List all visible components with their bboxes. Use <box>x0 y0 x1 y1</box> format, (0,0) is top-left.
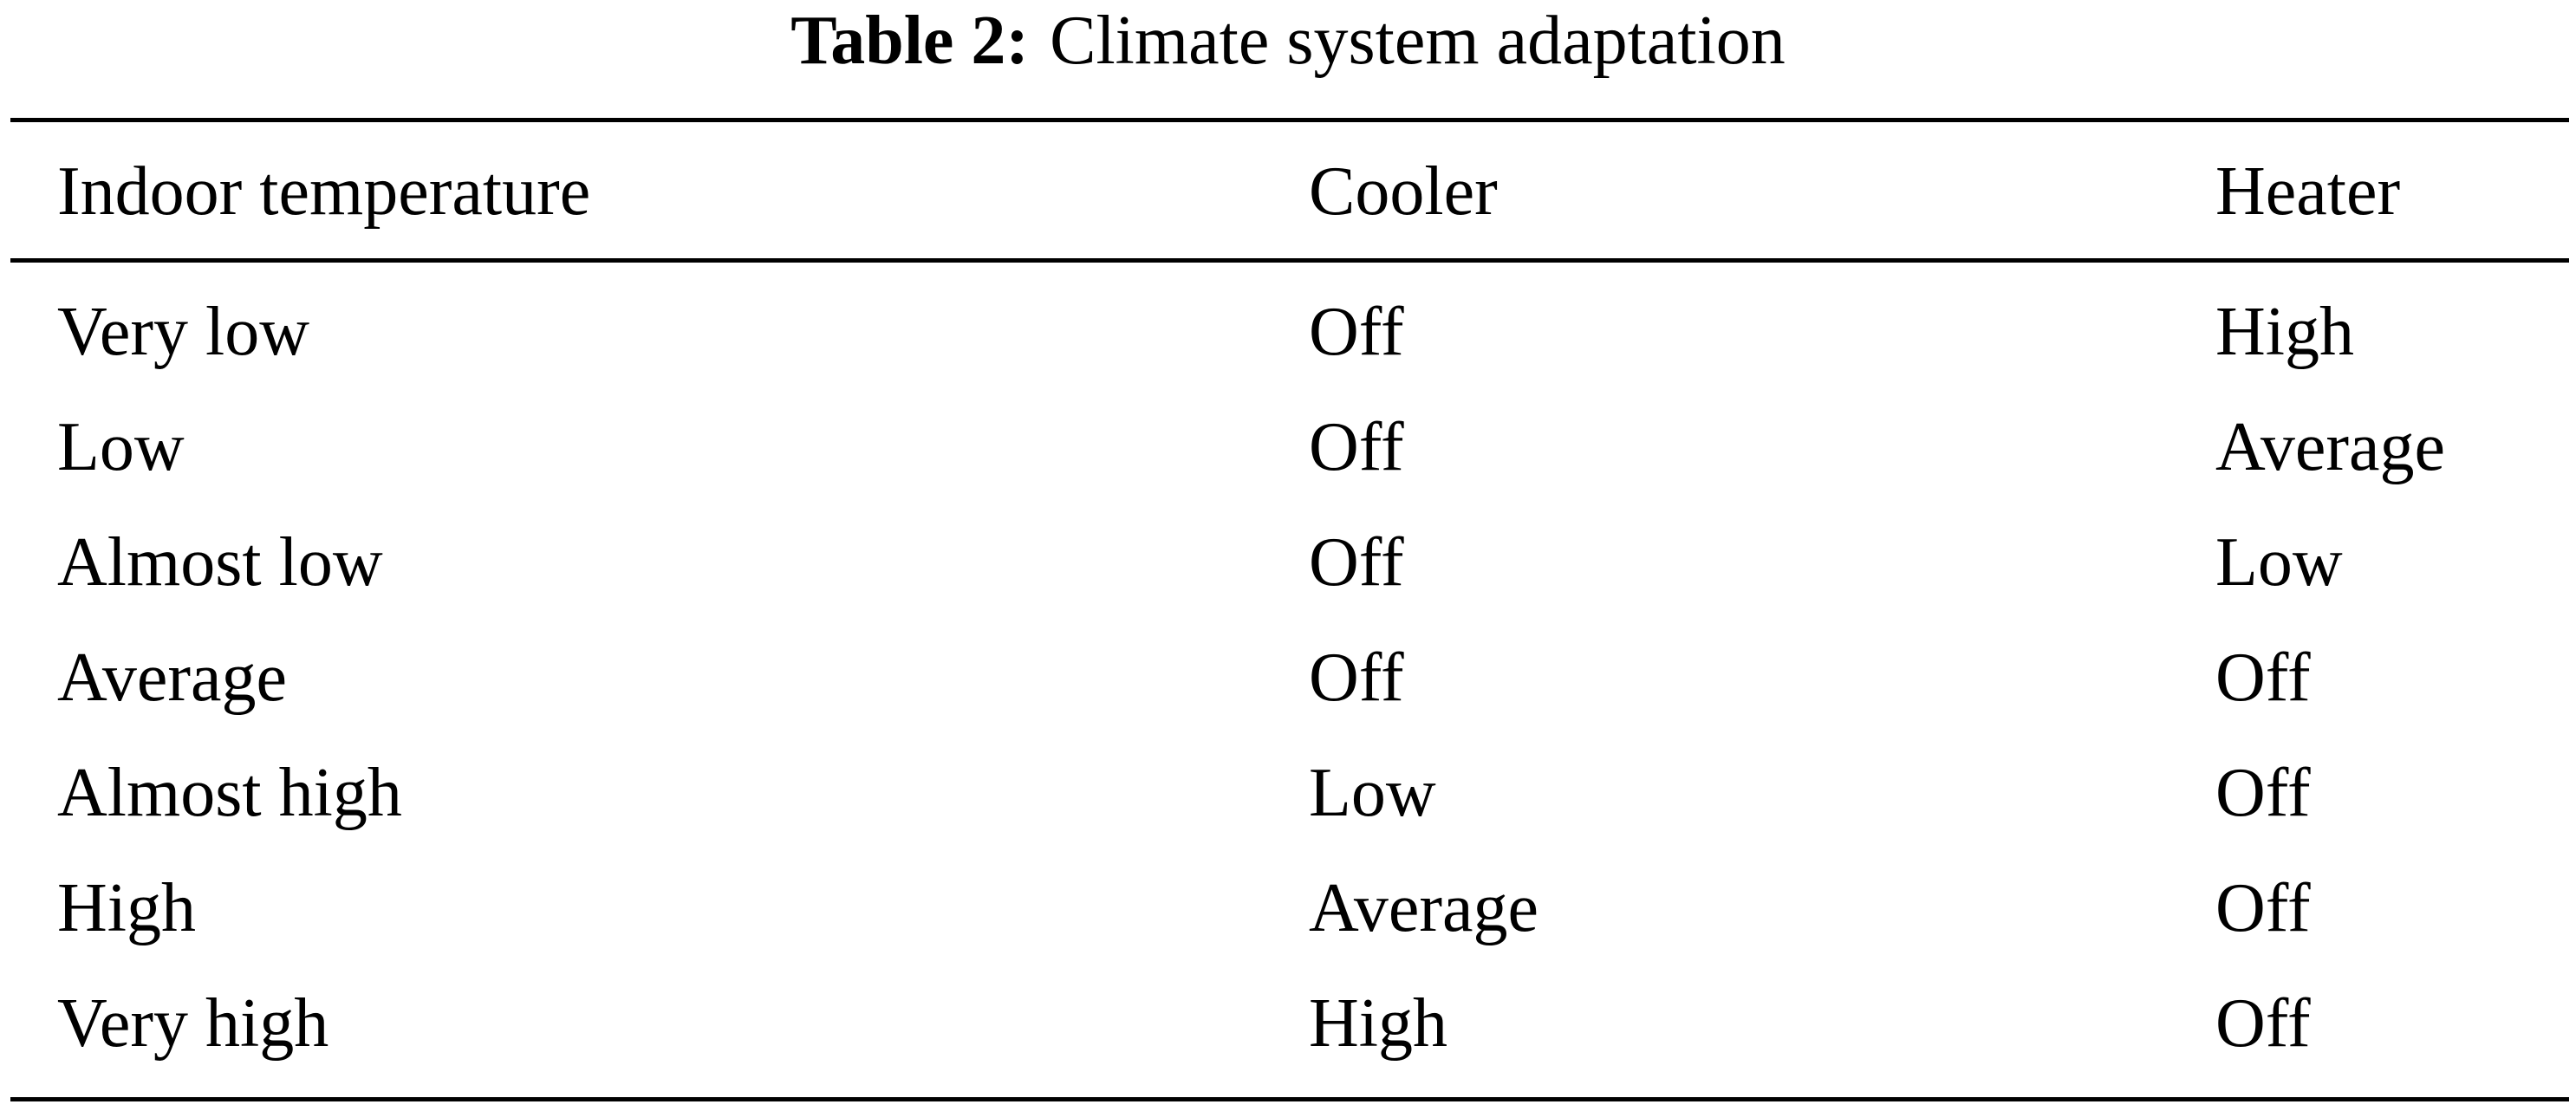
cell-heater: Off <box>2215 870 2311 946</box>
cell-indoor-temperature: Almost low <box>57 524 383 601</box>
cell-cooler: Off <box>1309 294 1404 370</box>
cell-indoor-temperature: Low <box>57 409 185 485</box>
table-caption: Table 2: Climate system adaptation <box>0 0 2576 80</box>
cell-indoor-temperature: Very high <box>57 985 329 1062</box>
cell-heater: Off <box>2215 640 2311 716</box>
cell-cooler: High <box>1309 985 1447 1062</box>
cell-cooler: Off <box>1309 640 1404 716</box>
cell-indoor-temperature: Almost high <box>57 755 402 831</box>
cell-heater: Low <box>2215 524 2343 601</box>
column-header-indoor-temperature: Indoor temperature <box>57 153 591 230</box>
header-rule <box>10 258 2569 263</box>
cell-cooler: Average <box>1309 870 1538 946</box>
cell-heater: High <box>2215 294 2354 370</box>
column-header-cooler: Cooler <box>1309 153 1498 230</box>
cell-indoor-temperature: High <box>57 870 196 946</box>
cell-indoor-temperature: Average <box>57 640 287 716</box>
table-label: Table 2: <box>790 3 1030 79</box>
cell-cooler: Off <box>1309 409 1404 485</box>
table-title: Climate system adaptation <box>1050 3 1786 79</box>
cell-indoor-temperature: Very low <box>57 294 310 370</box>
column-header-heater: Heater <box>2215 153 2401 230</box>
top-rule <box>10 118 2569 122</box>
bottom-rule <box>10 1097 2569 1101</box>
cell-heater: Average <box>2215 409 2445 485</box>
cell-heater: Off <box>2215 985 2311 1062</box>
cell-heater: Off <box>2215 755 2311 831</box>
cell-cooler: Low <box>1309 755 1436 831</box>
cell-cooler: Off <box>1309 524 1404 601</box>
